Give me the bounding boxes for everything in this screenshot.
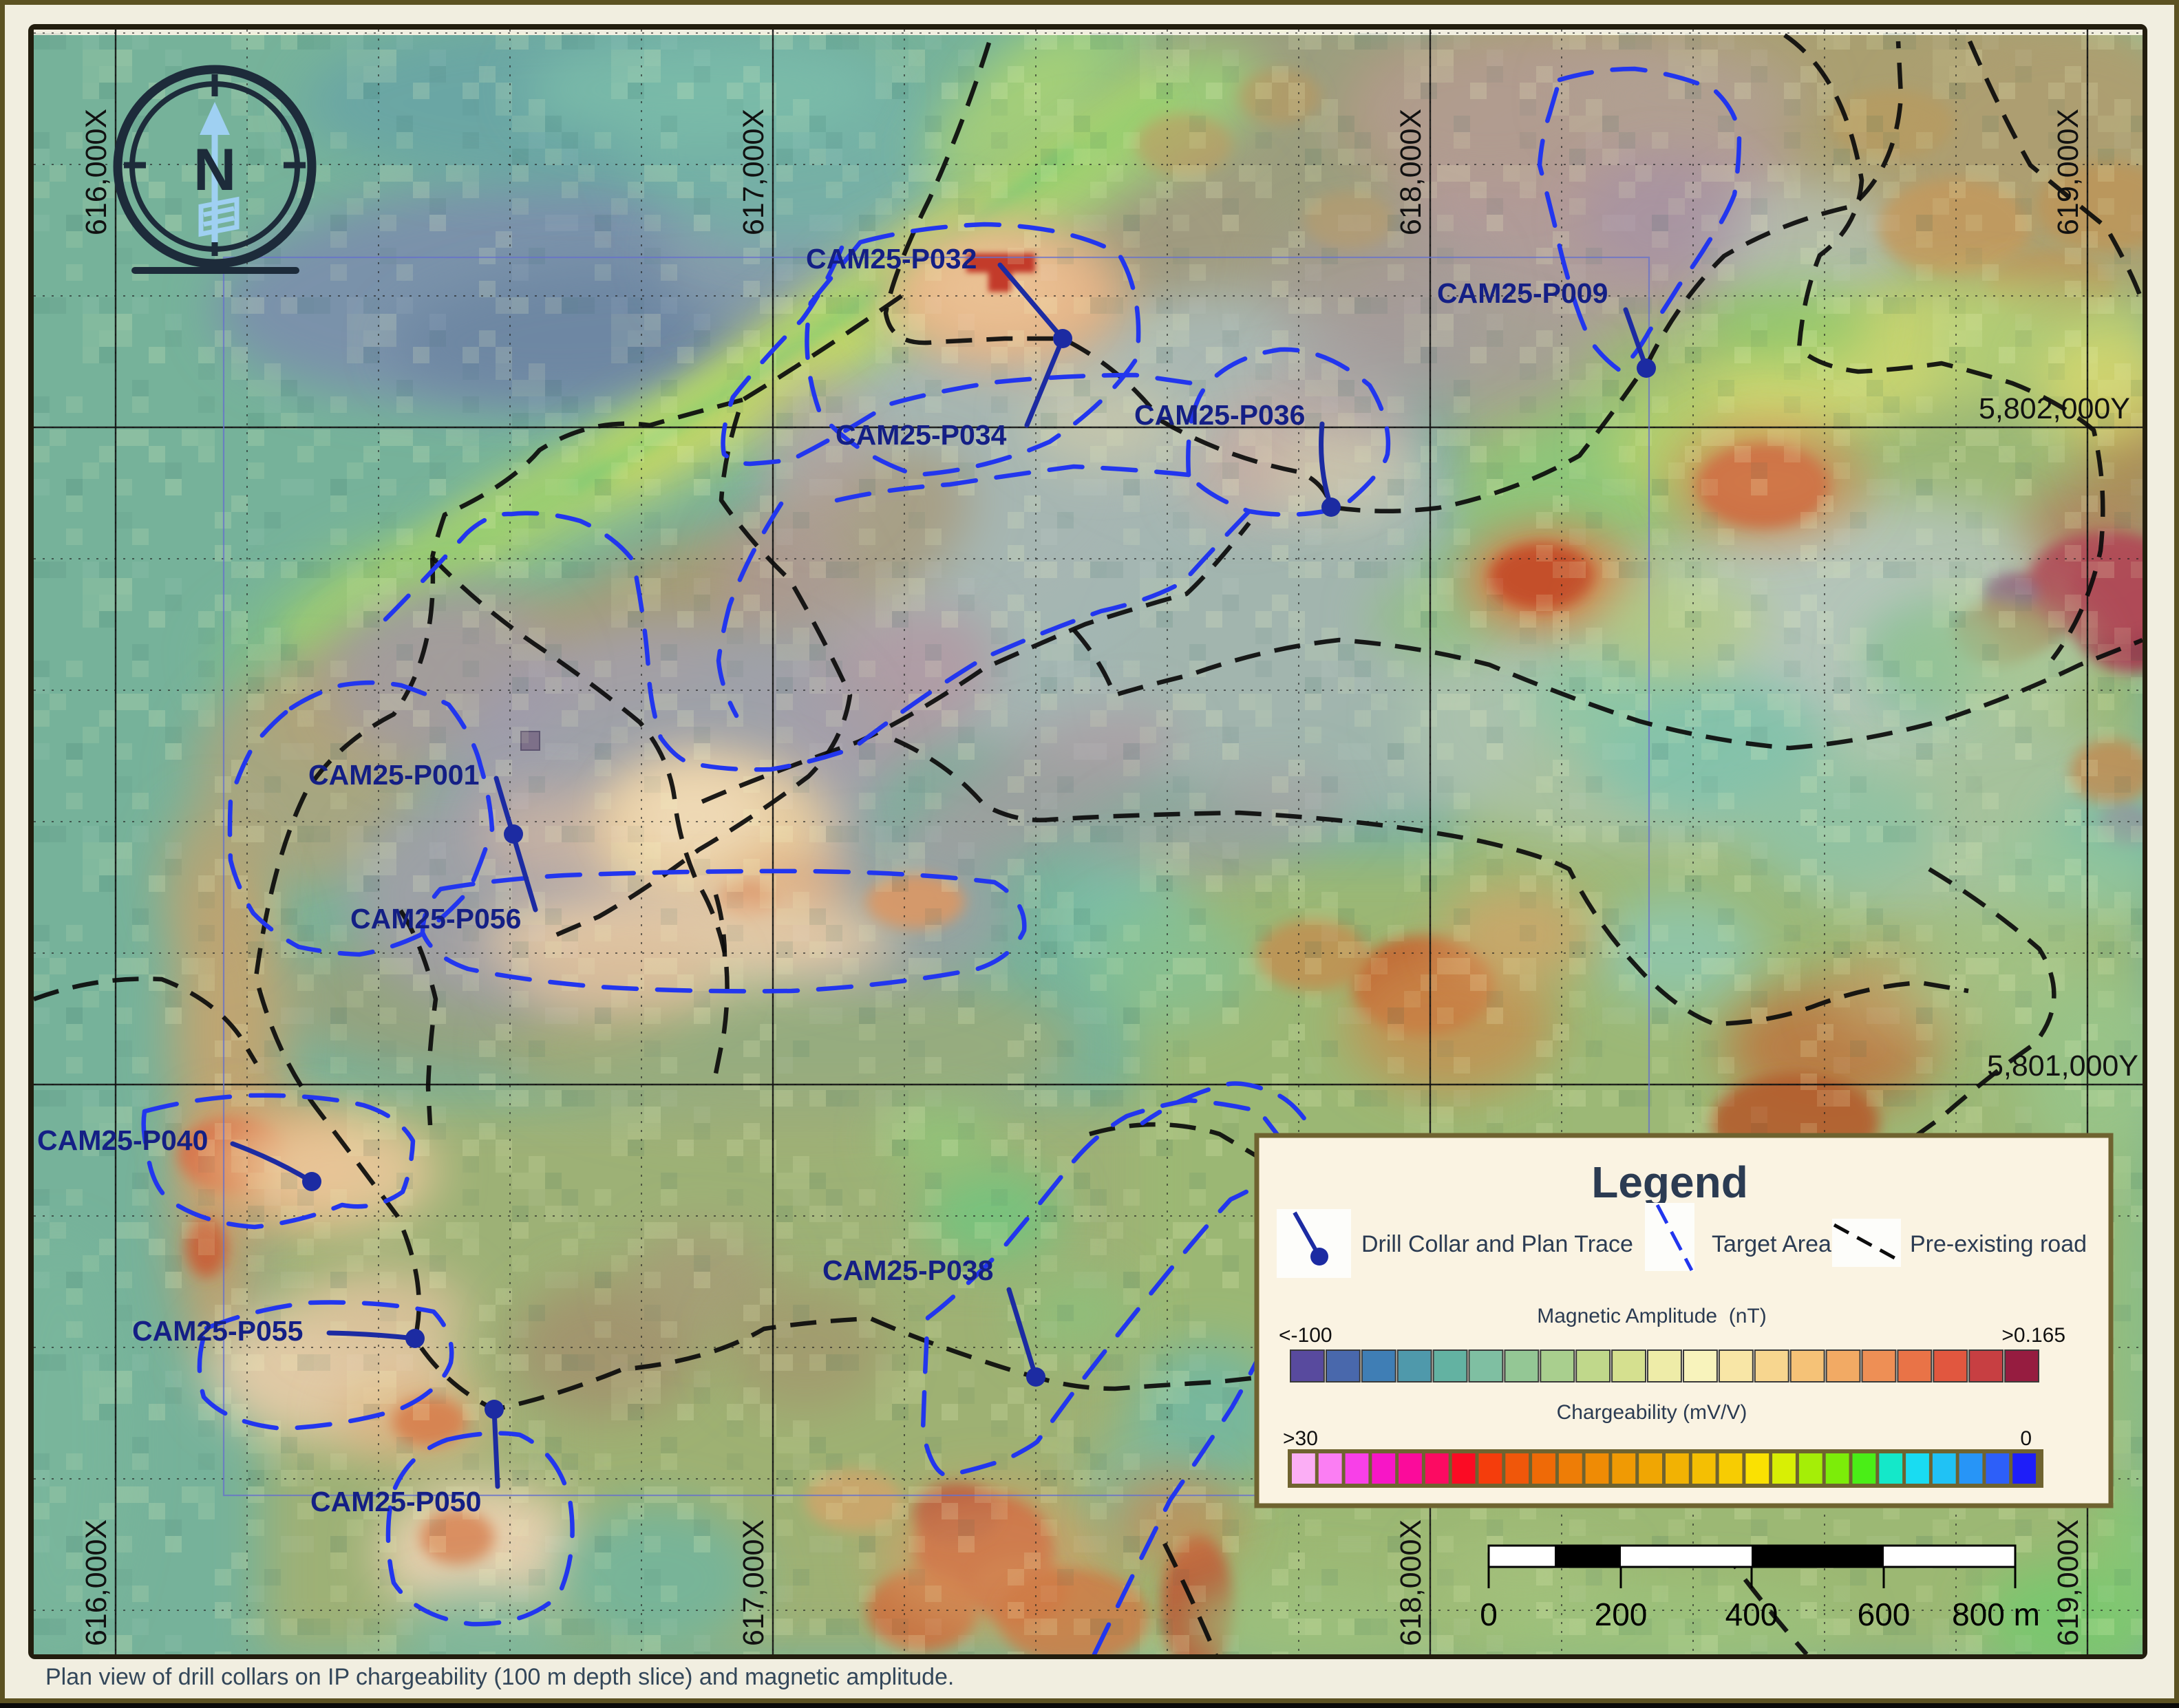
svg-text:0: 0 — [1480, 1597, 1498, 1632]
svg-text:618,000X: 618,000X — [1394, 1519, 1427, 1646]
svg-text:200: 200 — [1595, 1597, 1648, 1632]
svg-text:Pre-existing road: Pre-existing road — [1910, 1231, 2087, 1257]
svg-text:CAM25-P032: CAM25-P032 — [806, 243, 977, 275]
svg-text:CAM25-P034: CAM25-P034 — [836, 419, 1007, 451]
svg-text:CAM25-P040: CAM25-P040 — [37, 1124, 208, 1156]
svg-text:Legend: Legend — [1591, 1157, 1748, 1207]
svg-text:Magnetic Amplitude (nT): Magnetic Amplitude (nT) — [1537, 1305, 1766, 1327]
svg-text:CAM25-P001: CAM25-P001 — [308, 759, 479, 791]
svg-text:>30: >30 — [1283, 1427, 1318, 1450]
svg-text:Plan view of drill collars on: Plan view of drill collars on IP chargea… — [45, 1664, 954, 1690]
svg-text:>0.165: >0.165 — [2001, 1324, 2065, 1347]
svg-text:CAM25-P056: CAM25-P056 — [350, 903, 521, 935]
svg-text:Drill Collar and Plan Trace: Drill Collar and Plan Trace — [1361, 1231, 1633, 1257]
svg-text:CAM25-P038: CAM25-P038 — [822, 1255, 993, 1286]
svg-text:619,000X: 619,000X — [2052, 109, 2085, 235]
svg-text:800 m: 800 m — [1952, 1597, 2040, 1632]
svg-text:5,801,000Y: 5,801,000Y — [1987, 1049, 2138, 1082]
svg-text:Target Area: Target Area — [1712, 1231, 1831, 1257]
svg-text:619,000X: 619,000X — [2052, 1519, 2085, 1646]
svg-text:CAM25-P036: CAM25-P036 — [1134, 399, 1305, 431]
svg-text:<-100: <-100 — [1279, 1324, 1332, 1347]
svg-text:CAM25-P009: CAM25-P009 — [1437, 277, 1608, 309]
svg-text:618,000X: 618,000X — [1394, 109, 1427, 235]
svg-text:5,802,000Y: 5,802,000Y — [1979, 392, 2130, 425]
svg-text:600: 600 — [1858, 1597, 1911, 1632]
svg-text:0: 0 — [2020, 1427, 2032, 1450]
svg-text:N: N — [193, 137, 236, 203]
svg-text:616,000X: 616,000X — [80, 109, 113, 235]
svg-text:CAM25-P055: CAM25-P055 — [132, 1315, 303, 1347]
svg-text:617,000X: 617,000X — [737, 1519, 770, 1646]
svg-text:617,000X: 617,000X — [737, 109, 770, 235]
svg-text:400: 400 — [1725, 1597, 1778, 1632]
svg-text:Chargeability (mV/V): Chargeability (mV/V) — [1557, 1401, 1747, 1424]
svg-text:616,000X: 616,000X — [80, 1519, 113, 1646]
svg-text:CAM25-P050: CAM25-P050 — [310, 1486, 481, 1517]
